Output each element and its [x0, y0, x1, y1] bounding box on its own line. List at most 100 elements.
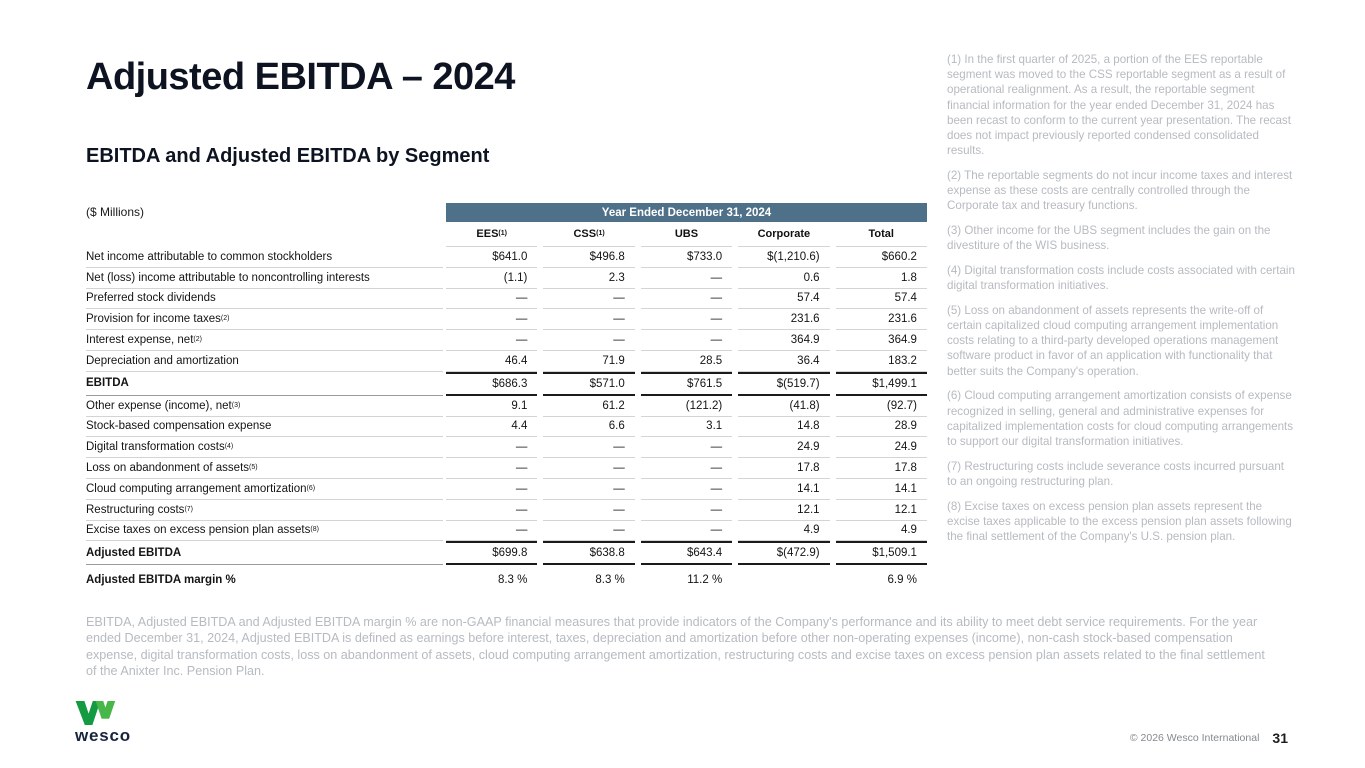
units-label: ($ Millions)	[86, 205, 145, 219]
footnote-item: (2) The reportable segments do not incur…	[947, 168, 1293, 213]
cell-value: —	[446, 458, 538, 479]
cell-value: 6.9 %	[887, 573, 917, 586]
table-row: Adjusted EBITDA $699.8 $638.8 $643.4 $(472.9…	[86, 541, 931, 566]
cell-value: 8.3 %	[595, 573, 625, 586]
table-row: Other expense (income), net (3) 9.1 61.2 (1…	[86, 396, 931, 417]
row-label: Cloud computing arrangement amortization…	[86, 479, 443, 500]
row-label: EBITDA	[86, 372, 443, 396]
cell-value: $638.8	[543, 541, 635, 566]
cell-value: —	[640, 500, 733, 521]
row-label: Digital transformation costs (4)	[86, 437, 443, 459]
segment-table: Year Ended December 31, 2024 EES (1) CSS (1…	[86, 203, 931, 594]
cell-value: 36.4	[738, 351, 830, 372]
cell-value: 57.4	[835, 289, 927, 310]
cell-value: $761.5	[640, 371, 733, 396]
page-title: Adjusted EBITDA – 2024	[86, 56, 515, 98]
cell-value: 3.1	[640, 417, 733, 438]
cell-value: (1.1)	[446, 268, 538, 289]
cell-value: 28.5	[640, 351, 733, 372]
page-number: 31	[1272, 730, 1288, 746]
cell-value: —	[446, 330, 538, 351]
table-row: Excise taxes on excess pension plan asse…	[86, 521, 931, 542]
row-label: Adjusted EBITDA	[86, 541, 443, 566]
footnotes-panel: (1) In the first quarter of 2025, a port…	[947, 52, 1295, 554]
cell-value: —	[543, 458, 635, 479]
cell-value: (41.8)	[738, 396, 830, 417]
table-row: Adjusted EBITDA margin % 8.3 % 8.3 % 11.2 %…	[86, 565, 931, 594]
cell-value: —	[446, 500, 538, 521]
cell-value: —	[640, 521, 733, 542]
row-label: Interest expense, net (2)	[86, 330, 443, 351]
cell-value: $(1,210.6)	[738, 247, 830, 268]
copyright-text: © 2026 Wesco International	[1129, 732, 1260, 744]
cell-value: —	[446, 437, 538, 459]
cell-value: 17.8	[835, 458, 927, 479]
cell-value: 183.2	[835, 351, 927, 372]
wesco-logo-text: wesco	[75, 726, 131, 745]
table-row: Digital transformation costs (4) — — —24.9 24…	[86, 437, 931, 459]
table-row: Loss on abandonment of assets (5) — — —17.8 1…	[86, 458, 931, 479]
table-row: Net (loss) income attributable to noncon…	[86, 268, 931, 289]
footer-right: © 2026 Wesco International 31	[1130, 730, 1288, 746]
column-header: UBS	[640, 222, 733, 247]
cell-value: —	[640, 289, 733, 310]
cell-value: —	[543, 479, 635, 500]
cell-value: —	[543, 500, 635, 521]
cell-value: 24.9	[738, 437, 830, 459]
cell-value: 57.4	[738, 289, 830, 310]
table-row: Restructuring costs (7) — — —12.1 12.1	[86, 500, 931, 521]
cell-value: (121.2)	[640, 396, 733, 417]
cell-value: 364.9	[738, 330, 830, 351]
cell-value: —	[446, 479, 538, 500]
row-label: Depreciation and amortization	[86, 351, 443, 372]
cell-value: —	[543, 437, 635, 459]
row-label: Stock-based compensation expense	[86, 417, 443, 438]
row-label: Net income attributable to common stockh…	[86, 247, 443, 268]
cell-value: —	[640, 437, 733, 459]
cell-value: —	[640, 330, 733, 351]
segment-table-body: Net income attributable to common stockh…	[86, 247, 931, 594]
cell-value: 46.4	[446, 351, 538, 372]
cell-value: 6.6	[543, 417, 635, 438]
cell-value: —	[543, 289, 635, 310]
footnote-item: (8) Excise taxes on excess pension plan …	[947, 499, 1292, 543]
cell-value: $496.8	[543, 247, 635, 268]
table-row: Net income attributable to common stockh…	[86, 247, 931, 268]
cell-value: $(472.9)	[738, 541, 830, 566]
footnote-item: (3) Other income for the UBS segment inc…	[947, 224, 1271, 253]
cell-value: —	[640, 268, 733, 289]
table-row: Depreciation and amortization 46.4 71.9 28.…	[86, 351, 931, 372]
cell-value	[738, 565, 829, 594]
cell-value: 0.6	[738, 268, 830, 289]
cell-value: —	[446, 289, 538, 310]
cell-value: $641.0	[446, 247, 538, 268]
footnote-item: (4) Digital transformation costs include…	[947, 263, 1295, 293]
column-header-row: EES (1) CSS (1) UBS Corporate Total	[86, 222, 931, 247]
cell-value: 9.1	[446, 396, 538, 417]
cell-value: 4.4	[446, 417, 538, 438]
table-row: Cloud computing arrangement amortization…	[86, 479, 931, 500]
cell-value: —	[640, 309, 733, 331]
row-label: Provision for income taxes (2)	[86, 309, 443, 331]
cell-value: 1.8	[835, 268, 927, 289]
period-header: Year Ended December 31, 2024	[446, 203, 927, 222]
cell-value: $733.0	[640, 247, 733, 268]
cell-value: $699.8	[446, 541, 538, 566]
row-label: Loss on abandonment of assets (5)	[86, 458, 443, 479]
cell-value: 4.9	[835, 521, 927, 542]
cell-value: 24.9	[835, 437, 927, 459]
cell-value: 231.6	[835, 309, 927, 331]
cell-value: —	[640, 458, 733, 479]
cell-value: —	[543, 521, 635, 542]
cell-value: 14.1	[738, 479, 830, 500]
cell-value: —	[640, 479, 733, 500]
row-label: Adjusted EBITDA margin %	[86, 573, 236, 586]
cell-value: 12.1	[835, 500, 927, 521]
cell-value: 231.6	[738, 309, 830, 331]
cell-value: —	[446, 521, 538, 542]
table-row: Provision for income taxes (2) — — —231.6 231…	[86, 309, 931, 331]
cell-value: $660.2	[835, 247, 927, 268]
cell-value: $1,509.1	[835, 541, 927, 566]
table-row: EBITDA $686.3 $571.0 $761.5 $(519.7) $1,499.1	[86, 371, 931, 396]
